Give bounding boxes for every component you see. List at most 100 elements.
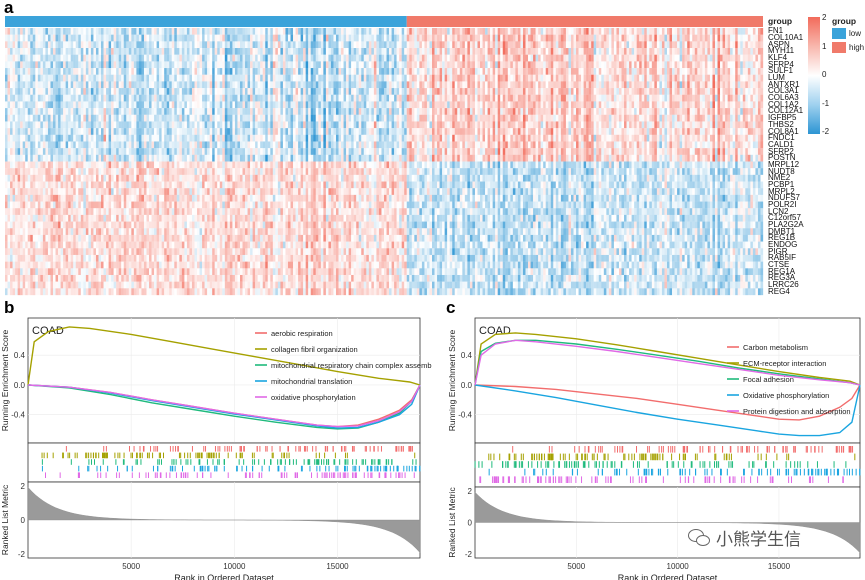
heatmap-cell [598, 88, 602, 95]
heatmap-cell [47, 34, 51, 42]
heatmap-cell [361, 54, 364, 62]
heatmap-cell [596, 41, 599, 49]
heatmap-cell [361, 48, 364, 55]
heatmap-cell [669, 88, 673, 95]
heatmap-cell [406, 114, 410, 122]
heatmap-cell [434, 81, 438, 89]
heatmap-cell [682, 61, 685, 69]
heatmap-cell [699, 94, 703, 102]
heatmap-cell [116, 101, 119, 109]
heatmap-cell [543, 88, 546, 95]
heatmap-cell [414, 28, 417, 35]
heatmap-cell [338, 74, 342, 82]
heatmap-cell [335, 88, 339, 95]
heatmap-cell [583, 114, 587, 122]
heatmap-cell [10, 101, 13, 109]
heatmap-cell [224, 48, 228, 55]
heatmap-cell [618, 74, 622, 82]
heatmap-cell [641, 128, 645, 135]
heatmap-cell [58, 48, 61, 55]
heatmap-cell [7, 108, 11, 115]
group-annotation-bar [5, 16, 763, 27]
heatmap-cell [725, 81, 728, 89]
heatmap-cell [35, 41, 38, 49]
heatmap-cell [227, 108, 231, 115]
heatmap-cell [454, 68, 458, 75]
heatmap-cell [199, 68, 203, 75]
heatmap-cell [429, 121, 433, 129]
heatmap-cell [282, 134, 286, 142]
heatmap-cell [381, 108, 385, 115]
heatmap-cell [197, 61, 200, 69]
heatmap-cell [219, 94, 223, 102]
heatmap-cell [507, 48, 511, 55]
heatmap-cell [293, 28, 296, 35]
heatmap-cell [459, 48, 463, 55]
heatmap-cell [159, 94, 162, 102]
heatmap-cell [305, 108, 309, 115]
heatmap-cell [588, 34, 592, 42]
heatmap-cell [277, 88, 281, 95]
heatmap-cell [424, 81, 428, 89]
heatmap-cell [616, 121, 620, 129]
heatmap-cell [672, 81, 675, 89]
heatmap-cell [449, 128, 453, 135]
heatmap-cell [745, 101, 748, 109]
heatmap-cell [143, 34, 147, 42]
heatmap-cell [287, 68, 291, 75]
heatmap-cell [525, 28, 529, 35]
heatmap-cell [209, 101, 213, 109]
heatmap-cell [217, 68, 220, 75]
heatmap-cell [399, 101, 402, 109]
heatmap-cell [156, 94, 160, 102]
heatmap-cell [113, 48, 117, 55]
heatmap-cell [217, 61, 220, 69]
heatmap-cell [280, 34, 284, 42]
heatmap-cell [126, 121, 129, 129]
heatmap-cell [709, 68, 713, 75]
heatmap-cell [596, 108, 599, 115]
heatmap-cell [7, 114, 11, 122]
heatmap-cell [467, 108, 471, 115]
heatmap-cell [262, 61, 266, 69]
heatmap-cell [376, 88, 380, 95]
heatmap-cell [533, 74, 536, 82]
heatmap-cell [85, 81, 89, 89]
heatmap-cell [750, 94, 754, 102]
heatmap-cell [353, 74, 357, 82]
heatmap-cell [692, 81, 695, 89]
heatmap-cell [149, 28, 152, 35]
heatmap-cell [654, 74, 658, 82]
heatmap-cell [404, 128, 407, 135]
heatmap-cell [10, 34, 13, 42]
heatmap-cell [624, 28, 627, 35]
heatmap-cell [722, 61, 726, 69]
heatmap-cell [133, 68, 137, 75]
heatmap-cell [629, 128, 632, 135]
heatmap-cell [725, 41, 728, 49]
heatmap-cell [396, 88, 400, 95]
heatmap-cell [452, 88, 455, 95]
heatmap-cell [581, 88, 584, 95]
heatmap-cell [752, 68, 756, 75]
heatmap-cell [30, 54, 33, 62]
heatmap-cell [224, 74, 228, 82]
heatmap-cell [186, 108, 190, 115]
heatmap-cell [212, 128, 215, 135]
heatmap-cell [318, 128, 321, 135]
heatmap-cell [63, 88, 66, 95]
heatmap-cell [318, 94, 321, 102]
heatmap-cell [191, 88, 195, 95]
heatmap-cell [111, 88, 114, 95]
heatmap-cell [85, 121, 89, 129]
heatmap-cell [245, 134, 248, 142]
heatmap-cell [520, 128, 524, 135]
heatmap-cell [371, 54, 375, 62]
heatmap-cell [538, 74, 541, 82]
heatmap-cell [565, 114, 569, 122]
heatmap-cell [629, 81, 632, 89]
heatmap-cell [371, 101, 375, 109]
heatmap-cell [106, 94, 109, 102]
heatmap-cell [644, 54, 647, 62]
heatmap-cell [624, 101, 627, 109]
